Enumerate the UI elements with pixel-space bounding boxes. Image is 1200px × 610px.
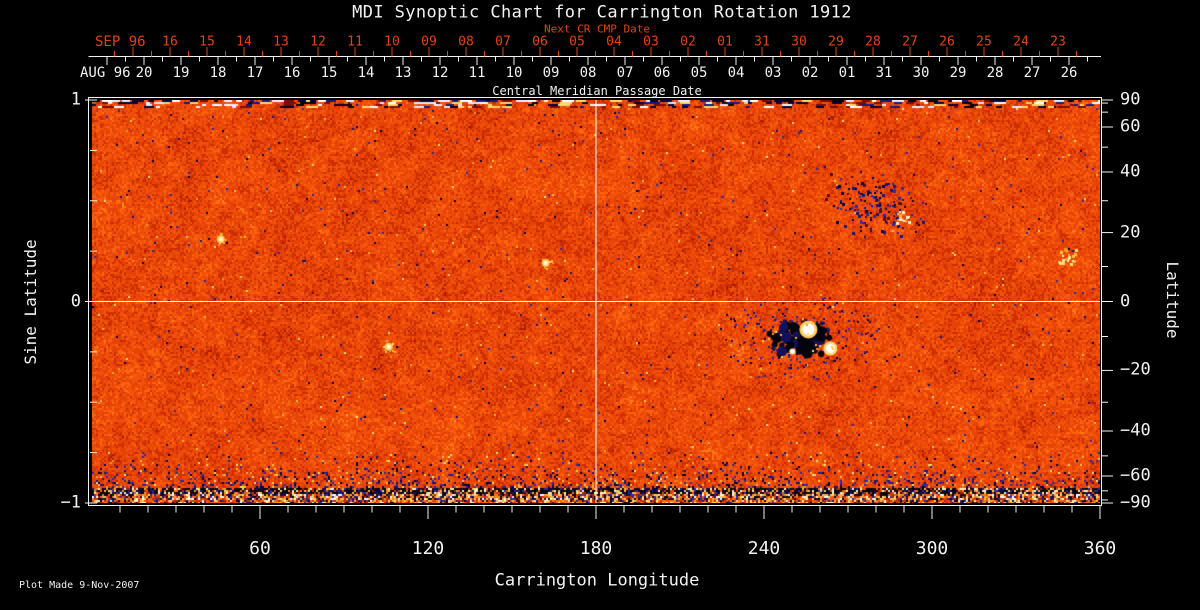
sep-date-tick-label: 02 bbox=[680, 34, 696, 50]
longitude-tick-label: 60 bbox=[249, 538, 271, 559]
aug-date-tick-label: 14 bbox=[357, 65, 375, 81]
sep-date-tick-label: 09 bbox=[421, 34, 437, 50]
aug-date-tick-label: 26 bbox=[1060, 65, 1078, 81]
longitude-tick-label: 240 bbox=[747, 538, 781, 559]
aug-date-tick-label: 16 bbox=[283, 65, 301, 81]
sep-date-tick-label: 06 bbox=[532, 34, 548, 50]
sep-date-tick-label: 23 bbox=[1050, 34, 1066, 50]
latitude-tick-label: −40 bbox=[1120, 420, 1151, 441]
sep-date-tick-label: 10 bbox=[384, 34, 400, 50]
sine-latitude-tick-label: 0 bbox=[70, 291, 81, 311]
aug-date-tick-label: 27 bbox=[1023, 65, 1041, 81]
chart-title: MDI Synoptic Chart for Carrington Rotati… bbox=[352, 2, 852, 23]
sep-date-tick-label: 03 bbox=[643, 34, 659, 50]
aug-date-tick-label: 02 bbox=[801, 65, 819, 81]
sep-date-tick-label: 01 bbox=[717, 34, 733, 50]
aug-date-tick-label: 08 bbox=[579, 65, 597, 81]
sep-era-label: SEP 96 bbox=[95, 34, 146, 50]
latitude-tick-label: 0 bbox=[1120, 291, 1131, 311]
sep-date-tick-label: 08 bbox=[458, 34, 474, 50]
sep-date-tick-label: 12 bbox=[310, 34, 326, 50]
latitude-tick-label: 20 bbox=[1120, 222, 1141, 243]
sep-date-tick-label: 30 bbox=[791, 34, 807, 50]
aug-date-tick-label: 20 bbox=[135, 65, 153, 81]
plot-made-note: Plot Made 9-Nov-2007 bbox=[19, 580, 140, 591]
sep-date-tick-label: 31 bbox=[754, 34, 770, 50]
aug-date-tick-label: 28 bbox=[986, 65, 1004, 81]
sep-date-tick-label: 25 bbox=[976, 34, 992, 50]
sep-date-tick-label: 24 bbox=[1013, 34, 1029, 50]
latitude-tick-label: 90 bbox=[1120, 89, 1141, 110]
aug-date-tick-label: 30 bbox=[912, 65, 930, 81]
aug-date-tick-label: 15 bbox=[320, 65, 338, 81]
sep-date-tick-label: 15 bbox=[199, 34, 215, 50]
cmp-axis-title: Central Meridian Passage Date bbox=[492, 84, 702, 98]
latitude-tick-label: −20 bbox=[1120, 359, 1151, 380]
longitude-tick-label: 300 bbox=[915, 538, 949, 559]
aug-date-tick-label: 10 bbox=[505, 65, 523, 81]
carrington-longitude-axis-title: Carrington Longitude bbox=[494, 570, 700, 591]
aug-date-tick-label: 19 bbox=[172, 65, 190, 81]
aug-era-label: AUG 96 bbox=[80, 65, 131, 81]
latitude-tick-label: 40 bbox=[1120, 161, 1141, 182]
sep-date-tick-label: 14 bbox=[236, 34, 252, 50]
sep-date-tick-label: 28 bbox=[865, 34, 881, 50]
aug-date-tick-label: 13 bbox=[394, 65, 412, 81]
aug-date-tick-label: 17 bbox=[246, 65, 264, 81]
longitude-tick-label: 360 bbox=[1083, 538, 1117, 559]
aug-date-tick-label: 06 bbox=[653, 65, 671, 81]
latitude-tick-label: −90 bbox=[1120, 492, 1151, 513]
sep-date-tick-label: 29 bbox=[828, 34, 844, 50]
sep-date-tick-label: 13 bbox=[273, 34, 289, 50]
aug-date-tick-label: 31 bbox=[875, 65, 893, 81]
aug-date-tick-label: 04 bbox=[727, 65, 745, 81]
next-cr-cmp-date-label: Next CR CMP Date bbox=[544, 22, 650, 36]
aug-date-tick-label: 11 bbox=[468, 65, 486, 81]
sep-date-tick-label: 04 bbox=[606, 34, 622, 50]
aug-date-tick-label: 07 bbox=[616, 65, 634, 81]
aug-date-tick-label: 18 bbox=[209, 65, 227, 81]
aug-date-tick-label: 29 bbox=[949, 65, 967, 81]
sine-latitude-tick-label: 1 bbox=[70, 89, 81, 110]
aug-date-tick-label: 12 bbox=[431, 65, 449, 81]
sep-date-tick-label: 05 bbox=[569, 34, 585, 50]
sep-date-tick-label: 07 bbox=[495, 34, 511, 50]
sep-date-tick-label: 16 bbox=[162, 34, 178, 50]
aug-date-tick-label: 01 bbox=[838, 65, 856, 81]
longitude-tick-label: 120 bbox=[411, 538, 445, 559]
sep-date-tick-label: 26 bbox=[939, 34, 955, 50]
aug-date-tick-label: 09 bbox=[542, 65, 560, 81]
longitude-tick-label: 180 bbox=[579, 538, 613, 559]
latitude-tick-label: −60 bbox=[1120, 465, 1151, 486]
aug-date-tick-label: 05 bbox=[690, 65, 708, 81]
latitude-tick-label: 60 bbox=[1120, 116, 1141, 137]
sep-date-tick-label: 11 bbox=[347, 34, 363, 50]
sep-date-tick-label: 27 bbox=[902, 34, 918, 50]
aug-date-tick-label: 03 bbox=[764, 65, 782, 81]
sine-latitude-tick-label: −1 bbox=[60, 492, 81, 513]
